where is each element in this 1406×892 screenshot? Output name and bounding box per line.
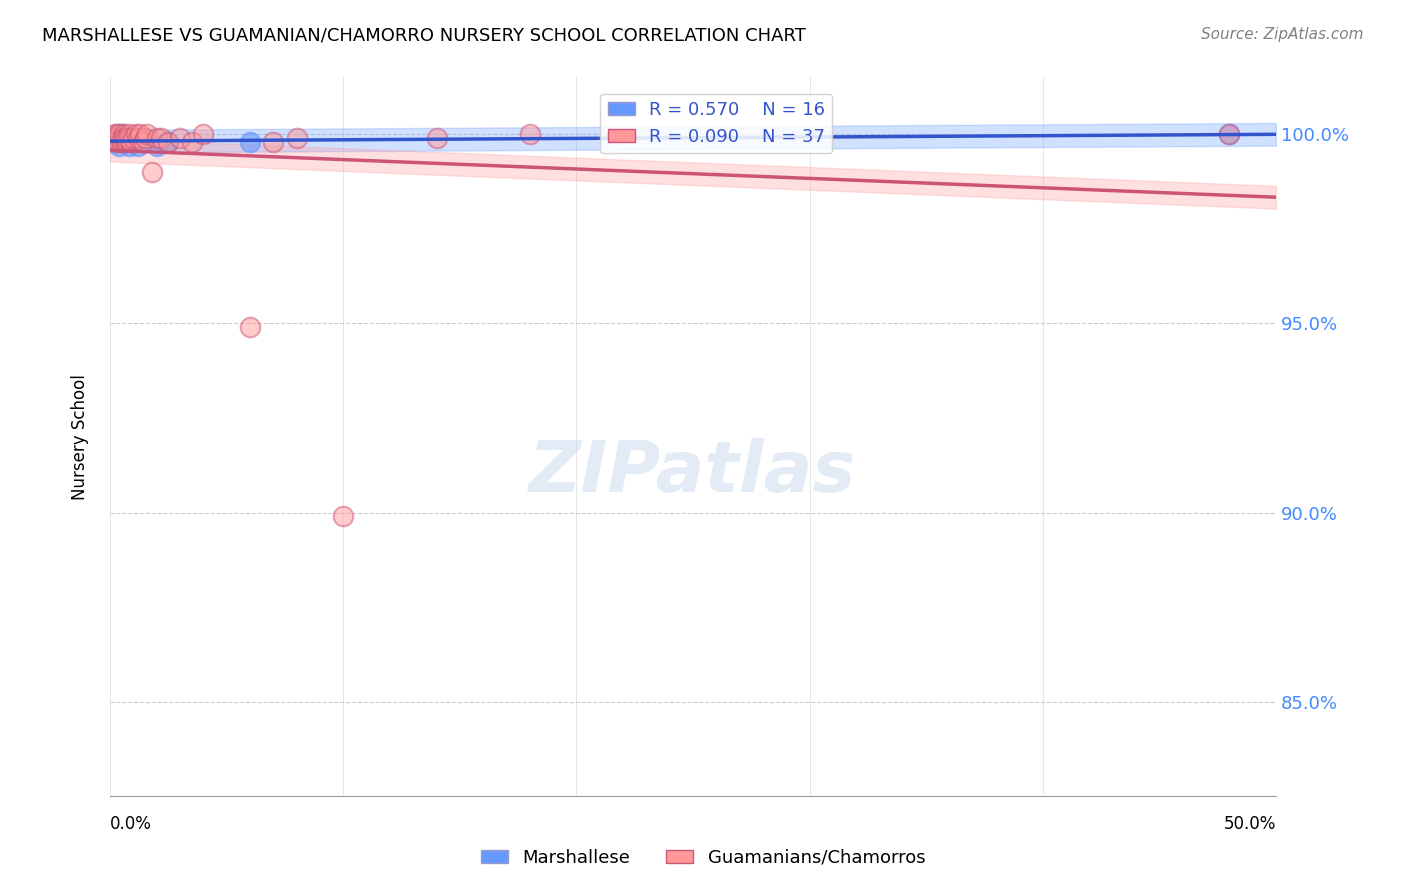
Point [112,131,135,145]
Point [101,131,124,145]
Point [120,135,142,149]
Point [111,135,134,149]
Point [180,135,202,149]
Point [262,135,284,149]
Point [127,138,149,153]
Point [332,509,354,524]
Point [108,127,131,141]
Point [239,135,262,149]
Point [105,127,128,141]
Point [145,138,167,153]
Point [118,131,141,145]
Point [122,135,145,149]
Point [104,127,127,141]
Point [285,131,308,145]
Point [125,127,148,141]
Legend: Marshallese, Guamanians/Chamorros: Marshallese, Guamanians/Chamorros [474,842,932,874]
Point [157,135,180,149]
Point [150,131,173,145]
Point [112,131,135,145]
Text: 0.0%: 0.0% [110,815,152,833]
Point [134,131,156,145]
Point [115,135,138,149]
Point [127,131,149,145]
Text: MARSHALLESE VS GUAMANIAN/CHAMORRO NURSERY SCHOOL CORRELATION CHART: MARSHALLESE VS GUAMANIAN/CHAMORRO NURSER… [42,27,806,45]
Point [122,131,145,145]
Y-axis label: Nursery School: Nursery School [72,374,89,500]
Point [108,131,131,145]
Text: ZIPatlas: ZIPatlas [529,438,856,508]
Point [105,135,128,149]
Point [115,135,138,149]
Point [157,135,180,149]
Legend: R = 0.570    N = 16, R = 0.090    N = 37: R = 0.570 N = 16, R = 0.090 N = 37 [600,94,832,153]
Point [111,131,134,145]
Point [129,127,152,141]
Text: 50.0%: 50.0% [1223,815,1277,833]
Point [169,131,191,145]
Point [115,131,138,145]
Text: Source: ZipAtlas.com: Source: ZipAtlas.com [1201,27,1364,42]
Point [136,127,159,141]
Point [425,131,447,145]
Point [111,127,134,141]
Point [134,131,156,145]
Point [145,131,167,145]
Point [104,135,127,149]
Point [118,127,141,141]
Point [1218,127,1240,141]
Point [118,138,141,153]
Point [101,131,124,145]
Point [132,135,155,149]
Point [108,138,131,153]
Point [141,165,163,179]
Point [112,127,135,141]
Point [104,131,127,145]
Point [519,127,541,141]
Point [193,127,215,141]
Point [239,320,262,334]
Point [1218,127,1240,141]
Point [105,131,128,145]
Point [120,131,142,145]
